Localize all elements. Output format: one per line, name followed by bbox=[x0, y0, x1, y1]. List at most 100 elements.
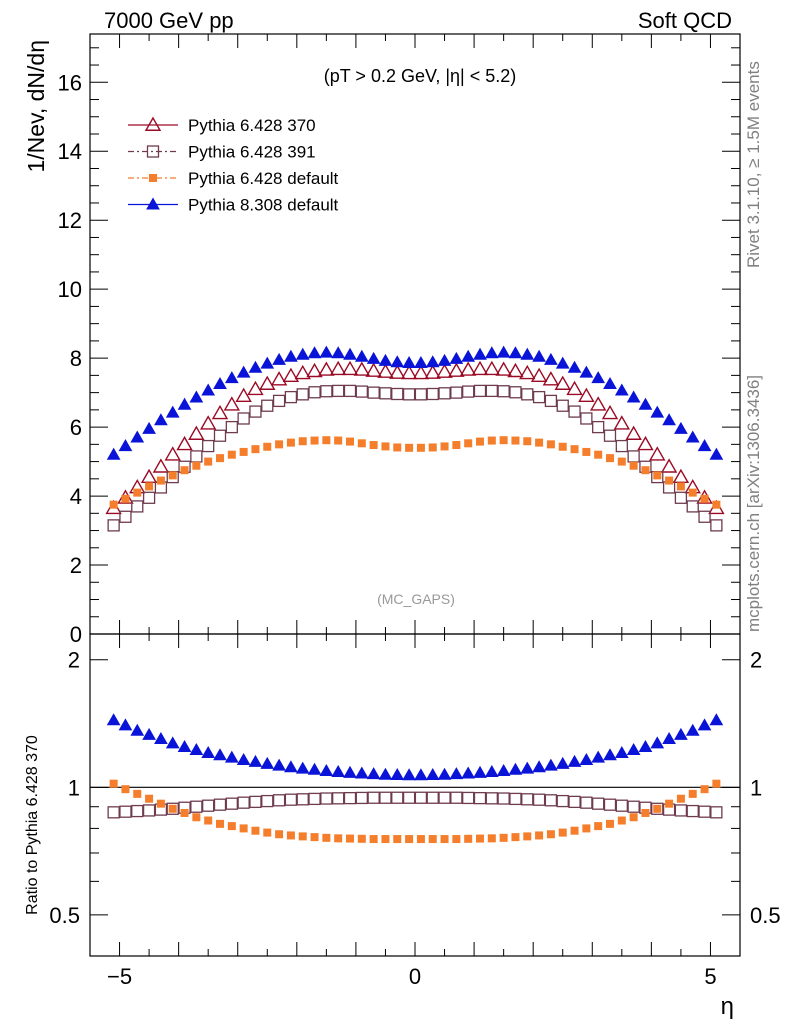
data-point bbox=[674, 421, 688, 434]
data-point bbox=[617, 457, 626, 466]
data-point bbox=[272, 352, 286, 365]
data-point bbox=[322, 436, 331, 445]
ratio-point bbox=[251, 826, 260, 835]
data-point bbox=[235, 387, 252, 403]
ratio-point bbox=[310, 833, 319, 842]
data-point bbox=[700, 494, 709, 503]
ratio-point bbox=[204, 816, 213, 825]
ratio-point bbox=[544, 758, 558, 771]
ratio-point bbox=[437, 767, 452, 780]
data-point bbox=[462, 385, 475, 398]
ratio-point bbox=[414, 791, 428, 804]
ratio-point bbox=[402, 791, 416, 804]
ratio-point bbox=[201, 745, 216, 758]
data-point bbox=[202, 439, 215, 453]
data-point bbox=[393, 443, 402, 452]
y-tick-label: 12 bbox=[58, 208, 82, 233]
data-point bbox=[594, 450, 603, 459]
ratio-point bbox=[579, 752, 594, 766]
ratio-point bbox=[487, 834, 496, 843]
data-point bbox=[377, 363, 394, 378]
ratio-point bbox=[473, 791, 487, 805]
data-point bbox=[389, 364, 406, 379]
data-point bbox=[641, 466, 650, 475]
analysis-watermark: (MC_GAPS) bbox=[377, 591, 455, 607]
data-point bbox=[487, 436, 496, 445]
data-point bbox=[213, 376, 227, 389]
data-point bbox=[261, 399, 274, 412]
ratio-point bbox=[688, 789, 697, 798]
ratio-point bbox=[284, 793, 298, 806]
data-point bbox=[189, 390, 204, 403]
data-point bbox=[650, 405, 665, 418]
ratio-point bbox=[225, 797, 238, 810]
data-point bbox=[555, 356, 570, 369]
ratio-y-tick-label-right: 0.5 bbox=[750, 903, 781, 928]
data-point bbox=[426, 387, 439, 401]
data-point bbox=[216, 454, 224, 463]
ratio-point bbox=[261, 794, 274, 808]
ratio-point bbox=[698, 805, 711, 818]
data-point bbox=[511, 436, 520, 445]
ratio-point bbox=[366, 767, 381, 780]
legend-label: Pythia 6.428 370 bbox=[188, 116, 316, 135]
data-point bbox=[341, 360, 359, 376]
ratio-y-tick-label-left: 0.5 bbox=[49, 903, 80, 928]
ratio-point bbox=[697, 718, 712, 731]
ratio-point bbox=[521, 793, 534, 806]
data-point bbox=[213, 429, 227, 442]
data-point bbox=[601, 404, 619, 420]
ratio-point bbox=[674, 804, 688, 817]
data-point bbox=[676, 482, 685, 491]
data-point bbox=[519, 364, 536, 380]
data-point bbox=[464, 439, 473, 448]
data-point bbox=[579, 365, 594, 378]
main-series-2 bbox=[109, 436, 721, 509]
ratio-point bbox=[520, 761, 535, 774]
ratio-point bbox=[237, 796, 250, 809]
ratio-point bbox=[428, 835, 437, 844]
data-point bbox=[107, 519, 120, 532]
data-point bbox=[190, 450, 203, 463]
ratio-point bbox=[142, 727, 156, 740]
legend-marker bbox=[146, 197, 160, 210]
data-point bbox=[142, 421, 156, 434]
data-point bbox=[412, 364, 430, 380]
ratio-point bbox=[499, 833, 508, 842]
data-point bbox=[357, 439, 366, 448]
data-point bbox=[449, 351, 464, 364]
data-point bbox=[164, 446, 181, 461]
data-point bbox=[629, 461, 638, 470]
data-point bbox=[346, 437, 354, 446]
ratio-point bbox=[357, 834, 366, 843]
ratio-point bbox=[686, 804, 699, 818]
ratio-point bbox=[109, 779, 118, 788]
ratio-point bbox=[249, 795, 262, 809]
data-point bbox=[582, 447, 591, 456]
data-point bbox=[627, 450, 640, 463]
data-point bbox=[580, 412, 593, 425]
ratio-point bbox=[192, 813, 201, 822]
ratio-point bbox=[130, 723, 145, 736]
ratio-point bbox=[405, 835, 414, 844]
data-point bbox=[554, 375, 571, 390]
ratio-point bbox=[272, 794, 286, 807]
data-point bbox=[121, 494, 130, 503]
header-category-label: Soft QCD bbox=[637, 8, 732, 33]
ratio-point bbox=[462, 791, 475, 805]
ratio-point bbox=[284, 760, 298, 773]
data-point bbox=[450, 386, 463, 399]
ratio-y-tick-label-right: 2 bbox=[750, 648, 762, 673]
data-point bbox=[471, 360, 489, 376]
ratio-point bbox=[476, 834, 484, 843]
data-point bbox=[473, 384, 487, 398]
legend: Pythia 6.428 370 Pythia 6.428 391 Pythia 6… bbox=[128, 116, 339, 215]
ratio-point bbox=[343, 791, 357, 805]
data-point bbox=[332, 384, 345, 398]
data-point bbox=[499, 436, 508, 445]
data-point bbox=[615, 439, 628, 453]
ratio-point bbox=[307, 762, 322, 775]
ratio-point bbox=[202, 799, 215, 812]
ratio-point bbox=[390, 768, 405, 781]
ratio-point bbox=[665, 799, 674, 808]
